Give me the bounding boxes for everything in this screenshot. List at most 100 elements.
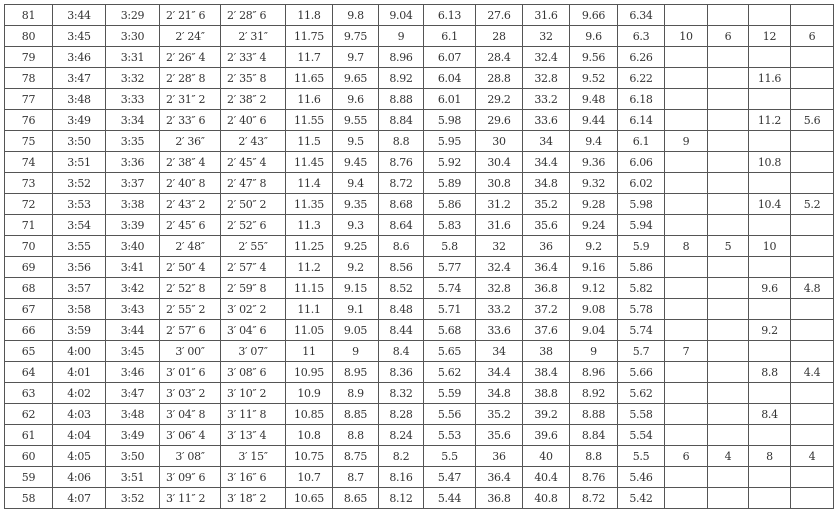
table-cell: 3′ 09″ 6 — [159, 466, 221, 488]
table-row: 75 3:50 3:35 2′ 36″ 2′ 43″ 11.5 9.5 8.8 5.95 30 34… — [4, 130, 834, 152]
table-cell — [664, 466, 708, 488]
table-cell — [707, 298, 749, 320]
table-cell: 5.86 — [617, 256, 665, 278]
table-cell — [790, 130, 834, 152]
table-cell: 11.05 — [285, 319, 333, 341]
table-cell: 8.32 — [378, 382, 424, 404]
table-cell: 5.92 — [423, 151, 476, 173]
table-row: 78 3:47 3:32 2′ 28″ 8 2′ 35″ 8 11.65 9.65 8.92 6… — [4, 67, 834, 89]
table-cell: 36 — [475, 445, 523, 467]
table-cell: 5.98 — [423, 109, 476, 131]
table-cell — [664, 277, 708, 299]
table-cell: 76 — [4, 109, 53, 131]
table-cell — [748, 298, 791, 320]
table-cell: 33.2 — [475, 298, 523, 320]
table-cell: 2′ 52″ 8 — [159, 277, 221, 299]
table-cell: 11.2 — [748, 109, 791, 131]
table-cell: 8.85 — [332, 403, 379, 425]
table-cell: 4:05 — [52, 445, 106, 467]
table-cell: 3′ 13″ 4 — [220, 424, 286, 446]
table-cell: 11.2 — [285, 256, 333, 278]
table-cell: 32.4 — [475, 256, 523, 278]
table-cell: 3′ 15″ — [220, 445, 286, 467]
table-cell: 4:07 — [52, 487, 106, 509]
table-cell — [790, 319, 834, 341]
table-row: 66 3:59 3:44 2′ 57″ 6 3′ 04″ 6 11.05 9.05 8.44 5… — [4, 319, 834, 341]
table-cell: 6 — [664, 445, 708, 467]
table-cell: 8 — [664, 235, 708, 257]
table-cell: 5.58 — [617, 403, 665, 425]
table-cell: 8.9 — [332, 382, 379, 404]
table-cell: 2′ 38″ 2 — [220, 88, 286, 110]
table-cell: 40 — [522, 445, 570, 467]
table-cell: 5.89 — [423, 172, 476, 194]
table-cell: 8.88 — [378, 88, 424, 110]
table-cell: 32.8 — [475, 277, 523, 299]
table-cell: 3:33 — [105, 88, 160, 110]
table-cell — [790, 382, 834, 404]
table-cell: 36.4 — [522, 256, 570, 278]
table-row: 64 4:01 3:46 3′ 01″ 6 3′ 08″ 6 10.95 8.95 8.36 5… — [4, 361, 834, 383]
table-cell: 8.48 — [378, 298, 424, 320]
table-cell: 2′ 59″ 8 — [220, 277, 286, 299]
table-cell: 5.83 — [423, 214, 476, 236]
table-cell — [664, 487, 708, 509]
table-cell — [748, 466, 791, 488]
table-cell: 8.92 — [569, 382, 618, 404]
table-cell: 8.12 — [378, 487, 424, 509]
table-cell: 11.35 — [285, 193, 333, 215]
table-cell: 3:45 — [105, 340, 160, 362]
table-cell: 6.26 — [617, 46, 665, 68]
score-table: 81 3:44 3:29 2′ 21″ 6 2′ 28″ 6 11.8 9.8 9.04 6.1… — [4, 4, 834, 509]
table-cell: 8.16 — [378, 466, 424, 488]
table-cell — [707, 403, 749, 425]
table-cell — [748, 487, 791, 509]
table-cell: 6 — [790, 25, 834, 47]
table-cell: 3:55 — [52, 235, 106, 257]
table-cell: 3:59 — [52, 319, 106, 341]
table-cell: 4:00 — [52, 340, 106, 362]
table-cell: 10.85 — [285, 403, 333, 425]
table-cell: 3′ 18″ 2 — [220, 487, 286, 509]
table-cell: 3:50 — [52, 130, 106, 152]
table-cell: 28.8 — [475, 67, 523, 89]
table-cell: 7 — [664, 340, 708, 362]
table-cell — [790, 214, 834, 236]
table-cell: 2′ 33″ 4 — [220, 46, 286, 68]
table-cell: 2′ 57″ 6 — [159, 319, 221, 341]
table-cell: 36 — [522, 235, 570, 257]
table-cell: 3:48 — [105, 403, 160, 425]
table-row: 69 3:56 3:41 2′ 50″ 4 2′ 57″ 4 11.2 9.2 8.56 5.7… — [4, 256, 834, 278]
table-cell — [790, 46, 834, 68]
table-cell: 77 — [4, 88, 53, 110]
table-cell: 34.4 — [475, 361, 523, 383]
table-cell: 6.01 — [423, 88, 476, 110]
table-cell: 8.84 — [378, 109, 424, 131]
table-cell: 6.13 — [423, 4, 476, 26]
table-row: 60 4:05 3:50 3′ 08″ 3′ 15″ 10.75 8.75 8.2 5.5 36 4… — [4, 445, 834, 467]
table-cell: 8.4 — [748, 403, 791, 425]
table-cell — [790, 88, 834, 110]
table-cell — [748, 130, 791, 152]
table-cell: 5.47 — [423, 466, 476, 488]
table-cell: 5.78 — [617, 298, 665, 320]
table-cell: 3′ 08″ — [159, 445, 221, 467]
table-row: 67 3:58 3:43 2′ 55″ 2 3′ 02″ 2 11.1 9.1 8.48 5.7… — [4, 298, 834, 320]
table-cell — [748, 214, 791, 236]
table-cell: 8.95 — [332, 361, 379, 383]
table-cell: 2′ 50″ 2 — [220, 193, 286, 215]
table-row: 77 3:48 3:33 2′ 31″ 2 2′ 38″ 2 11.6 9.6 8.88 6.0… — [4, 88, 834, 110]
table-cell: 4:01 — [52, 361, 106, 383]
table-cell: 3:54 — [52, 214, 106, 236]
table-cell: 30.8 — [475, 172, 523, 194]
table-cell: 30.4 — [475, 151, 523, 173]
table-cell: 8.8 — [569, 445, 618, 467]
table-cell: 35.6 — [475, 424, 523, 446]
table-cell: 8.96 — [569, 361, 618, 383]
table-cell: 11.7 — [285, 46, 333, 68]
table-cell: 29.2 — [475, 88, 523, 110]
table-cell — [707, 466, 749, 488]
table-cell: 3:56 — [52, 256, 106, 278]
table-cell: 3:40 — [105, 235, 160, 257]
table-cell: 9.32 — [569, 172, 618, 194]
